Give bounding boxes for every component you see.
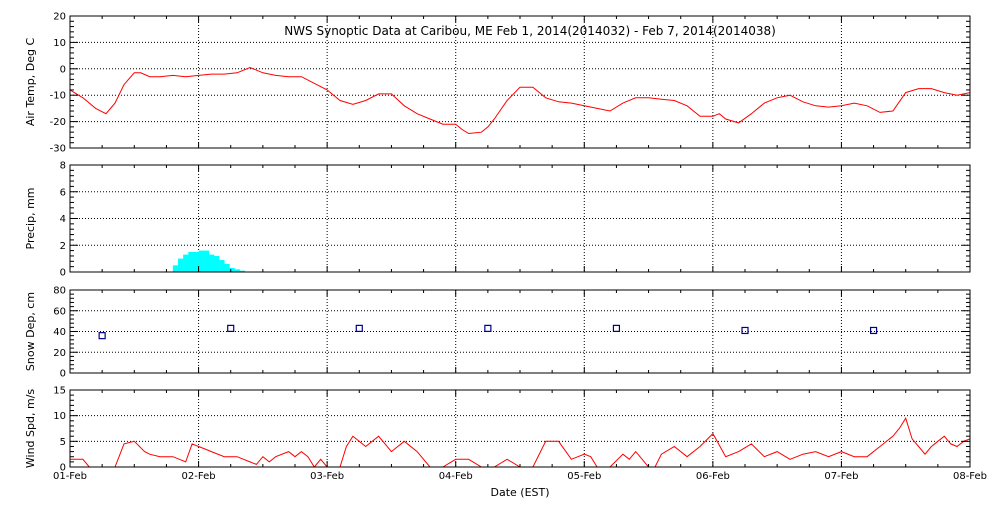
precip-bar (172, 265, 179, 272)
y-tick-label: 10 (53, 411, 66, 422)
precip-bar (188, 251, 194, 272)
precip-bar (208, 254, 215, 272)
snow-point (741, 326, 749, 335)
precip-bar (203, 250, 210, 272)
x-tick-label: 05-Feb (567, 471, 601, 482)
y-tick-label: 0 (60, 369, 66, 380)
snow-point (227, 324, 235, 332)
y-tick-label: 60 (53, 306, 66, 317)
temp-series-line (70, 66, 970, 135)
y-tick-label: 80 (53, 286, 66, 297)
snow-point (98, 332, 106, 340)
y-tick-label: 10 (53, 38, 66, 49)
snow-data (98, 324, 878, 340)
wind-data (70, 417, 970, 467)
panels: -30 -20 -10 0 10 20 Air Temp, Deg C 0 2 4 6 8 Precip… (24, 12, 987, 483)
precip-y-axis-label: Precip, mm (24, 188, 37, 250)
precip-bar (239, 270, 246, 272)
snow-point (612, 324, 621, 332)
precip-bar (178, 258, 184, 272)
x-tick-label: 01-Feb (53, 471, 87, 482)
precip-bar (234, 269, 240, 272)
y-tick-label: 8 (60, 161, 66, 172)
x-tick-label: 07-Feb (824, 471, 858, 482)
wind-frame (69, 389, 971, 468)
wind-panel: 0 5 10 15 Wind Spd, m/s (24, 386, 971, 474)
y-tick-label: 2 (60, 241, 66, 252)
precip-bar (193, 251, 199, 272)
chart-title: NWS Synoptic Data at Caribou, ME Feb 1, … (284, 24, 776, 38)
y-tick-label: 20 (53, 348, 66, 359)
y-tick-label: 40 (53, 327, 66, 338)
y-tick-label: 5 (60, 437, 66, 448)
temp-data (70, 66, 970, 135)
wind-series-line (70, 417, 970, 467)
y-tick-label: -10 (50, 91, 66, 102)
x-axis-label: Date (EST) (490, 486, 549, 499)
y-tick-label: 0 (60, 463, 66, 474)
precip-bar (214, 255, 220, 272)
y-tick-label: 6 (60, 187, 66, 198)
precip-bar (229, 267, 235, 272)
x-tick-label: 04-Feb (439, 471, 473, 482)
snow-point (355, 324, 363, 332)
precip-bar (219, 259, 225, 272)
y-tick-label: 0 (60, 268, 66, 279)
x-tick-label: 03-Feb (310, 471, 344, 482)
temp-y-axis-label: Air Temp, Deg C (24, 38, 37, 127)
y-tick-label: -30 (50, 144, 66, 155)
y-tick-label: -20 (50, 117, 66, 128)
precip-bar (198, 250, 204, 272)
snow-point (869, 326, 878, 335)
snow-y-axis-label: Snow Dep, cm (24, 292, 37, 371)
snow-point (484, 324, 492, 332)
precip-bar (224, 263, 230, 272)
precip-data (172, 250, 246, 272)
y-tick-label: 0 (60, 64, 66, 75)
precip-bar (183, 254, 189, 272)
x-tick-label: 02-Feb (182, 471, 216, 482)
x-tick-label: 08-Feb (953, 471, 987, 482)
temp-panel: -30 -20 -10 0 10 20 Air Temp, Deg C (24, 12, 971, 155)
y-tick-label: 20 (53, 12, 66, 23)
x-tick-label: 06-Feb (696, 471, 730, 482)
snow-panel: 0 20 40 60 80 Snow Dep, cm (24, 286, 971, 380)
y-tick-label: 4 (60, 214, 66, 225)
precip-panel: 0 2 4 6 8 Precip, mm (24, 161, 971, 279)
y-tick-label: 15 (53, 386, 66, 397)
wind-y-axis-label: Wind Spd, m/s (24, 389, 37, 469)
